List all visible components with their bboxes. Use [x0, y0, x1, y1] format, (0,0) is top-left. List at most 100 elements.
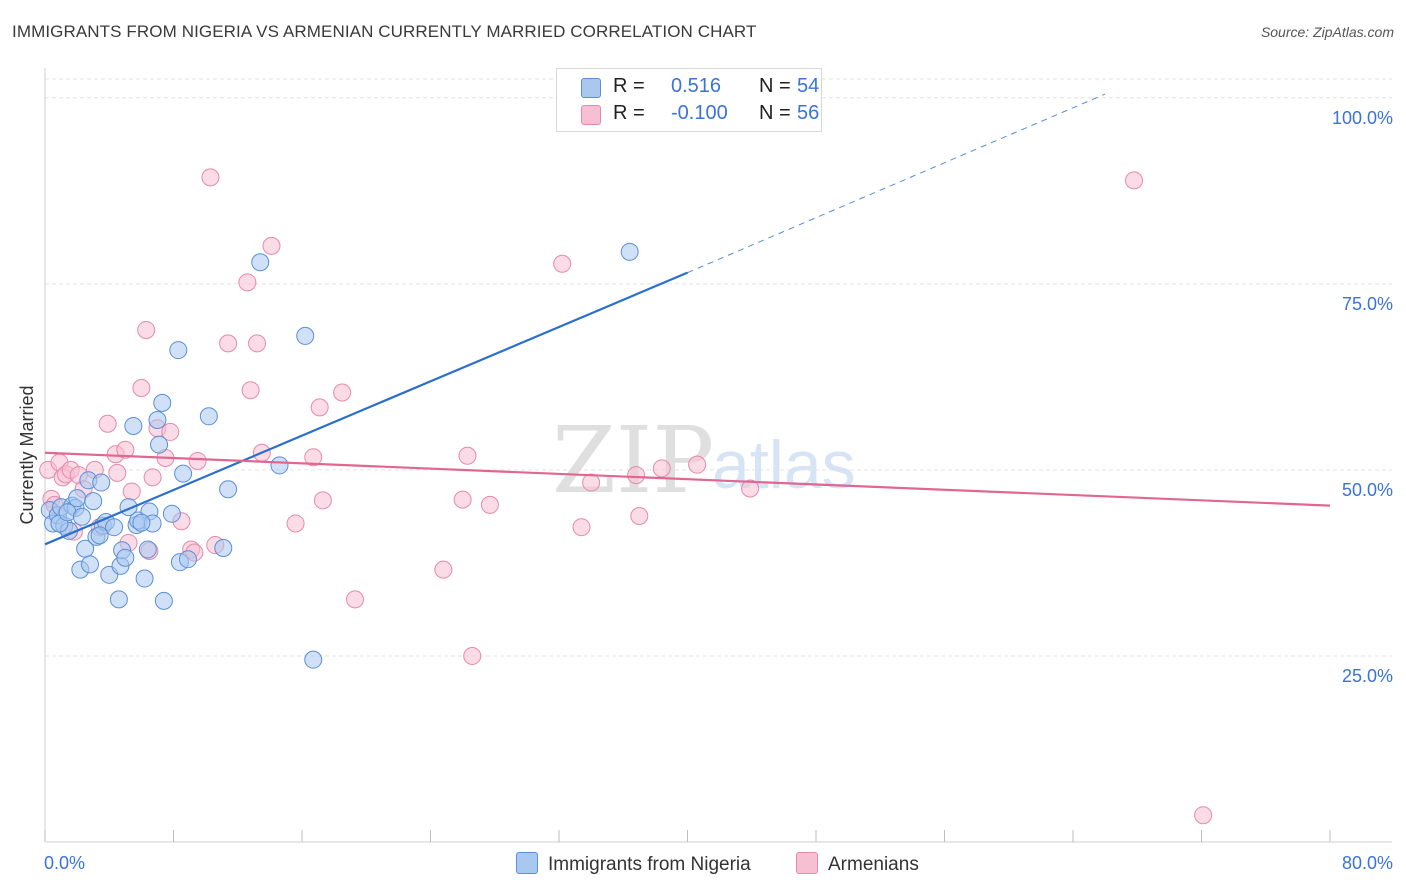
nigeria-point: [132, 513, 151, 532]
legend-r-label: R =: [613, 102, 645, 124]
armenians-point: [1194, 806, 1213, 825]
armenians-point: [434, 560, 453, 579]
armenians-point: [108, 463, 127, 482]
nigeria-point: [199, 407, 218, 426]
bottom-legend-label-nigeria: Immigrants from Nigeria: [548, 854, 751, 875]
nigeria-point: [109, 590, 128, 609]
nigeria-trend-extension: [687, 93, 1106, 274]
nigeria-point: [219, 480, 238, 499]
armenians-point: [143, 468, 162, 487]
armenians-point: [333, 383, 352, 402]
legend-swatch-blue: [581, 78, 601, 98]
nigeria-point: [105, 518, 124, 537]
armenians-point: [286, 514, 305, 533]
axis-labels: 25.0% 50.0% 75.0% 100.0% 0.0% 80.0%: [44, 108, 1393, 873]
armenians-point: [652, 459, 671, 478]
nigeria-point: [148, 411, 167, 430]
armenians-point: [453, 490, 472, 509]
grid-lines: [45, 78, 1392, 657]
bottom-legend-armenians: Armenians: [796, 852, 919, 876]
x-tick-label: 80.0%: [1342, 853, 1393, 873]
armenians-point: [122, 482, 141, 501]
y-tick-label: 25.0%: [1342, 666, 1393, 686]
y-tick-label: 50.0%: [1342, 480, 1393, 500]
armenians-point: [1125, 171, 1144, 190]
armenians-point: [241, 381, 260, 400]
nigeria-point: [90, 526, 109, 545]
armenians-point: [188, 451, 207, 470]
nigeria-point: [84, 492, 103, 511]
armenians-point: [688, 455, 707, 474]
nigeria-point: [150, 435, 169, 454]
nigeria-point: [135, 569, 154, 588]
armenians-point: [248, 334, 267, 353]
legend-r-label: R =: [613, 75, 645, 97]
nigeria-point: [174, 464, 193, 483]
trend-lines: [44, 93, 1331, 546]
watermark-atlas: atlas: [712, 427, 856, 503]
bottom-legend-swatch-blue: [516, 852, 538, 874]
nigeria-point: [304, 650, 323, 669]
y-tick-label: 100.0%: [1332, 108, 1393, 128]
nigeria-point: [153, 393, 172, 412]
armenians-trend-line: [44, 451, 1331, 507]
x-tick-label: 0.0%: [44, 853, 85, 873]
legend-n-value: 54: [797, 75, 820, 97]
nigeria-point: [169, 341, 188, 360]
armenians-point: [132, 379, 151, 398]
nigeria-trend-line: [44, 271, 688, 546]
correlation-legend: R = 0.516 N = 54 R = -0.100 N = 56: [556, 68, 822, 132]
armenians-point: [463, 646, 482, 665]
armenians-point: [458, 446, 477, 465]
armenians-point: [572, 518, 591, 537]
bottom-legend-label-armenians: Armenians: [828, 854, 919, 875]
armenians-point: [116, 440, 135, 459]
chart-title: IMMIGRANTS FROM NIGERIA VS ARMENIAN CURR…: [12, 22, 757, 41]
nigeria-point: [124, 416, 143, 435]
legend-swatch-pink: [581, 105, 601, 125]
axes: [44, 68, 1392, 843]
nigeria-point: [116, 548, 135, 567]
armenians-point: [98, 414, 117, 433]
legend-r-value: -0.100: [671, 102, 728, 124]
armenians-point: [304, 448, 323, 467]
armenians-point: [137, 320, 156, 339]
armenians-point: [480, 495, 499, 514]
armenians-point: [630, 507, 649, 526]
nigeria-point: [620, 242, 639, 261]
armenians-point: [741, 479, 760, 498]
nigeria-point: [178, 550, 197, 569]
armenians-point: [346, 590, 365, 609]
nigeria-point: [270, 456, 289, 475]
armenians-point: [201, 168, 220, 187]
nigeria-point: [296, 326, 315, 345]
bottom-legend-swatch-pink: [796, 852, 818, 874]
armenians-point: [313, 491, 332, 510]
nigeria-point: [214, 539, 233, 558]
armenians-point: [238, 273, 257, 292]
nigeria-point: [72, 507, 91, 526]
watermark: ZIP atlas: [552, 407, 856, 514]
source-label: Source: ZipAtlas.com: [1260, 24, 1394, 40]
nigeria-point: [251, 253, 270, 272]
armenians-point: [161, 422, 180, 441]
armenians-points: [39, 168, 1213, 825]
armenians-point: [627, 466, 646, 485]
armenians-point: [553, 254, 572, 273]
legend-n-label: N =: [759, 102, 791, 124]
legend-n-label: N =: [759, 75, 791, 97]
armenians-point: [262, 236, 281, 255]
nigeria-point: [92, 473, 111, 492]
watermark-zip: ZIP: [552, 407, 714, 514]
nigeria-point: [154, 591, 173, 610]
legend-r-value: 0.516: [671, 75, 722, 97]
nigeria-point: [80, 555, 99, 574]
nigeria-point: [138, 540, 157, 559]
bottom-legend-nigeria: Immigrants from Nigeria: [516, 852, 751, 876]
armenians-point: [310, 398, 329, 417]
legend-n-value: 56: [797, 102, 820, 124]
nigeria-point: [162, 504, 181, 523]
y-tick-label: 75.0%: [1342, 294, 1393, 314]
armenians-point: [582, 473, 601, 492]
